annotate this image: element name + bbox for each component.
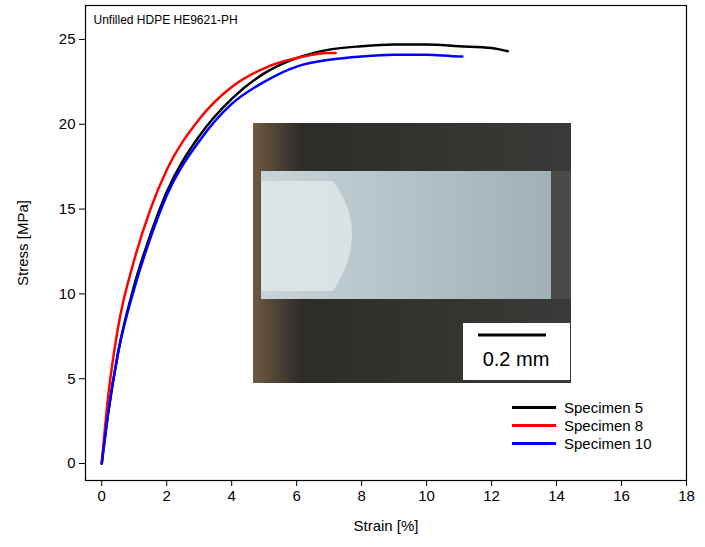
html-text:Specimen 8: Specimen 8 (564, 416, 644, 434)
svg-text:5: 5 (67, 370, 75, 387)
svg-text:0.2 mm: 0.2 mm (483, 348, 550, 370)
html-text:Specimen 10: Specimen 10 (564, 434, 652, 452)
svg-text:10: 10 (59, 285, 76, 302)
html-text:Specimen 5: Specimen 5 (564, 398, 644, 416)
svg-text:Stress [MPa]: Stress [MPa] (14, 200, 31, 286)
svg-text:0: 0 (98, 487, 106, 504)
svg-text:15: 15 (59, 200, 76, 217)
svg-text:2: 2 (163, 487, 171, 504)
svg-text:8: 8 (357, 487, 365, 504)
svg-text:18: 18 (678, 487, 695, 504)
svg-text:0: 0 (67, 454, 75, 471)
svg-text:12: 12 (483, 487, 500, 504)
svg-text:6: 6 (292, 487, 300, 504)
svg-text:Strain [%]: Strain [%] (353, 517, 418, 534)
svg-text:14: 14 (548, 487, 565, 504)
svg-text:25: 25 (59, 30, 76, 47)
svg-text:10: 10 (418, 487, 435, 504)
svg-text:20: 20 (59, 115, 76, 132)
svg-text:4: 4 (228, 487, 236, 504)
svg-text:Unfilled HDPE HE9621-PH: Unfilled HDPE HE9621-PH (94, 13, 238, 27)
svg-text:16: 16 (613, 487, 630, 504)
